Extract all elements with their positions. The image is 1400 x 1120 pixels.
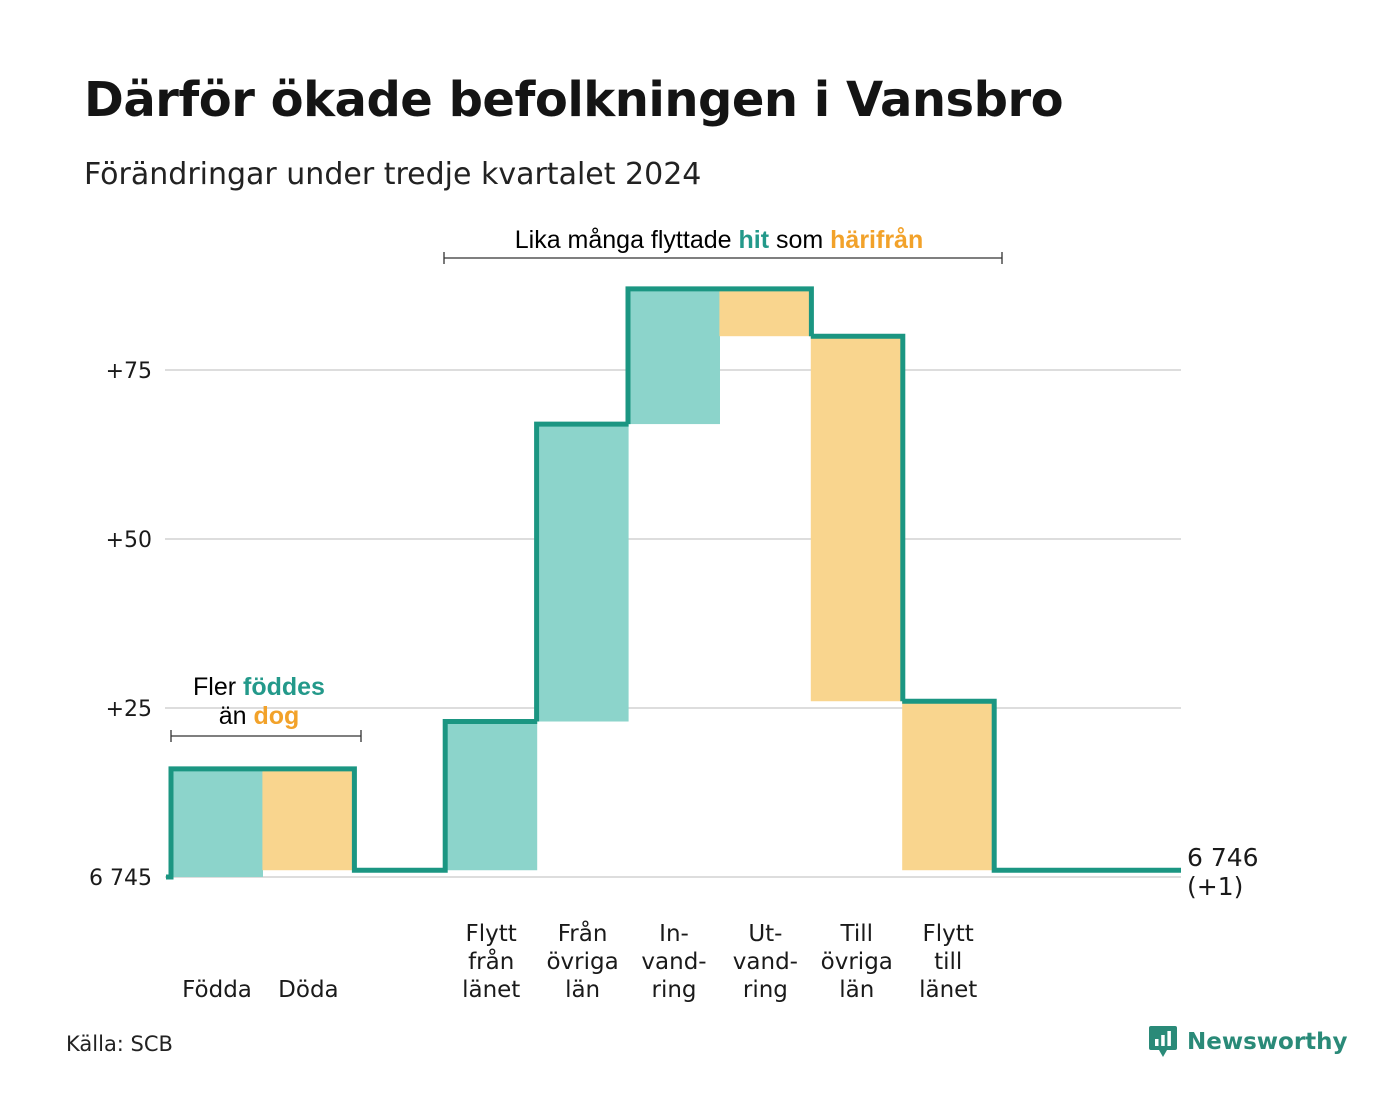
decrease-bar xyxy=(719,288,812,337)
births-annotation-line1: Fler föddes xyxy=(193,673,325,701)
x-category-label: Döda xyxy=(278,977,338,1003)
x-category-label: Födda xyxy=(182,977,252,1003)
moves-annotation: Lika många flyttade hit som härifrån xyxy=(443,226,1003,264)
decrease-bar xyxy=(810,336,903,702)
decrease-bar xyxy=(902,701,995,871)
x-category-label: vand- xyxy=(733,949,798,975)
moves-annotation-bracket xyxy=(443,252,1003,264)
decrease-bar xyxy=(262,768,355,871)
x-category-label: ring xyxy=(651,977,696,1003)
end-change-label: (+1) xyxy=(1187,872,1243,901)
y-axis-tick-labels: 6 745 +25 +50 +75 xyxy=(89,359,152,891)
y-tick-label: 6 745 xyxy=(89,866,152,891)
x-category-label: In- xyxy=(659,921,689,947)
cumulative-step-line xyxy=(166,286,1181,880)
moves-annotation-text: Lika många flyttade hit som härifrån xyxy=(515,226,924,254)
x-category-label: till xyxy=(934,949,962,975)
x-category-label: Till xyxy=(840,921,874,947)
deaths-annotation-prefix: än xyxy=(219,702,254,730)
x-category-label: ring xyxy=(743,977,788,1003)
source-note: Källa: SCB xyxy=(66,1032,173,1056)
births-annotation-highlight: föddes xyxy=(243,673,325,701)
x-category-label: Flytt xyxy=(923,921,974,947)
moves-annotation-middle: som xyxy=(769,226,830,254)
moves-annotation-away: härifrån xyxy=(830,226,923,254)
newsworthy-logo-icon xyxy=(1149,1026,1177,1057)
x-category-label: övriga xyxy=(821,949,893,975)
y-tick-label: +25 xyxy=(106,697,152,722)
brand-name: Newsworthy xyxy=(1187,1029,1348,1055)
brand-logo: Newsworthy xyxy=(1148,1024,1348,1060)
bars xyxy=(171,288,995,877)
births-annotation-prefix: Fler xyxy=(193,673,243,701)
chart-subtitle: Förändringar under tredje kvartalet 2024 xyxy=(84,157,702,192)
increase-bar xyxy=(628,288,720,425)
births-deaths-annotation: Fler föddes än dog xyxy=(170,673,362,742)
x-category-label: Från xyxy=(558,919,608,947)
x-category-label: från xyxy=(468,947,514,975)
x-category-label: län xyxy=(839,977,874,1003)
deaths-annotation-highlight: dog xyxy=(253,702,299,730)
moves-annotation-hit: hit xyxy=(738,226,769,254)
end-value-label: 6 746 xyxy=(1187,843,1259,872)
births-annotation-line2: än dog xyxy=(219,702,300,730)
y-tick-label: +50 xyxy=(106,528,152,553)
births-annotation-bracket xyxy=(170,730,362,742)
increase-bar xyxy=(445,721,538,871)
y-tick-label: +75 xyxy=(106,359,152,384)
increase-bar xyxy=(171,768,263,877)
x-category-label: län xyxy=(565,977,600,1003)
x-category-label: länet xyxy=(919,977,977,1003)
x-category-label: vand- xyxy=(641,949,706,975)
moves-annotation-prefix: Lika många flyttade xyxy=(515,226,739,254)
x-category-label: länet xyxy=(462,977,520,1003)
x-category-label: övriga xyxy=(546,949,618,975)
chart-title: Därför ökade befolkningen i Vansbro xyxy=(84,72,1064,128)
x-category-label: Ut- xyxy=(748,921,782,947)
x-axis-category-labels: Födda DödaFlyttfrånlänetFrånövrigalänIn-v… xyxy=(182,919,977,1003)
x-category-label: Flytt xyxy=(466,921,517,947)
increase-bar xyxy=(536,424,629,722)
